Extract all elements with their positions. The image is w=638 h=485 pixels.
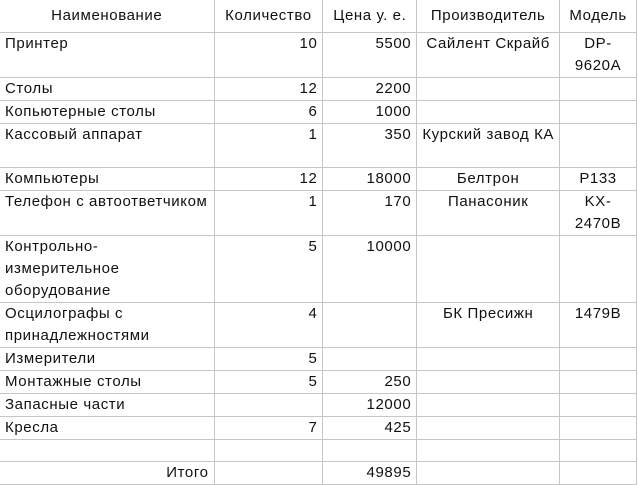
cell-name[interactable]: Измерители: [0, 347, 215, 371]
table-row: Запасные части 12000: [0, 393, 637, 417]
cell-model[interactable]: [559, 439, 637, 462]
cell-model[interactable]: [559, 77, 637, 101]
cell-model[interactable]: [559, 235, 637, 303]
cell-model[interactable]: [559, 123, 637, 168]
cell-manufacturer[interactable]: [416, 461, 561, 485]
cell-manufacturer[interactable]: [416, 439, 561, 462]
cell-price[interactable]: 2200: [322, 77, 418, 101]
cell-quantity[interactable]: 1: [213, 123, 324, 168]
table-row: Копьютерные столы 6 1000: [0, 100, 637, 124]
cell-manufacturer[interactable]: [416, 393, 561, 417]
cell-manufacturer[interactable]: Белтрон: [416, 167, 561, 191]
cell-manufacturer[interactable]: Панасоник: [416, 190, 561, 236]
cell-price[interactable]: 10000: [322, 235, 418, 303]
header-quantity[interactable]: Количество: [213, 0, 324, 33]
cell-price[interactable]: 170: [322, 190, 418, 236]
cell-manufacturer[interactable]: [416, 347, 561, 371]
cell-name[interactable]: Монтажные столы: [0, 370, 215, 394]
cell-quantity[interactable]: 5: [213, 370, 324, 394]
cell-name[interactable]: Кресла: [0, 416, 215, 440]
table-row: Кресла 7 425: [0, 416, 637, 440]
table-row: Монтажные столы 5 250: [0, 370, 637, 394]
cell-model[interactable]: [559, 370, 637, 394]
cell-name[interactable]: Столы: [0, 77, 215, 101]
cell-price[interactable]: [322, 347, 418, 371]
cell-quantity[interactable]: 7: [213, 416, 324, 440]
cell-name[interactable]: Кассовый аппарат: [0, 123, 215, 168]
cell-model[interactable]: [559, 416, 637, 440]
cell-name[interactable]: Копьютерные столы: [0, 100, 215, 124]
cell-quantity[interactable]: [213, 461, 324, 485]
cell-quantity[interactable]: 5: [213, 235, 324, 303]
cell-name[interactable]: Контрольно-измерительное оборудование: [0, 235, 215, 303]
cell-model[interactable]: [559, 347, 637, 371]
header-price[interactable]: Цена у. е.: [322, 0, 418, 33]
cell-quantity[interactable]: 12: [213, 167, 324, 191]
cell-price[interactable]: 1000: [322, 100, 418, 124]
cell-quantity[interactable]: [213, 439, 324, 462]
total-row: Итого 49895: [0, 461, 637, 485]
header-row: Наименование Количество Цена у. е. Произ…: [0, 0, 637, 33]
cell-model[interactable]: KX-2470B: [559, 190, 637, 236]
header-manufacturer[interactable]: Производитель: [416, 0, 561, 33]
cell-quantity[interactable]: 1: [213, 190, 324, 236]
table-row: Контрольно-измерительное оборудование 5 10…: [0, 235, 637, 303]
cell-model[interactable]: DP-9620A: [559, 32, 637, 78]
table-row: Столы 12 2200: [0, 77, 637, 101]
table-row: Телефон с автоответчиком 1 170 Панасоник KX-…: [0, 190, 637, 236]
cell-name[interactable]: Осцилографы с принадлежностями: [0, 302, 215, 348]
cell-quantity[interactable]: 6: [213, 100, 324, 124]
cell-quantity[interactable]: 4: [213, 302, 324, 348]
total-price[interactable]: 49895: [322, 461, 418, 485]
cell-price[interactable]: 250: [322, 370, 418, 394]
cell-price[interactable]: 5500: [322, 32, 418, 78]
cell-price[interactable]: 425: [322, 416, 418, 440]
cell-name[interactable]: Принтер: [0, 32, 215, 78]
cell-name[interactable]: Телефон с автоответчиком: [0, 190, 215, 236]
cell-price[interactable]: 12000: [322, 393, 418, 417]
cell-manufacturer[interactable]: [416, 370, 561, 394]
cell-manufacturer[interactable]: Курский завод КА: [416, 123, 561, 168]
cell-manufacturer[interactable]: [416, 416, 561, 440]
cell-manufacturer[interactable]: [416, 100, 561, 124]
cell-manufacturer[interactable]: [416, 235, 561, 303]
total-label[interactable]: Итого: [0, 461, 215, 485]
cell-name[interactable]: Запасные части: [0, 393, 215, 417]
table-row: Компьютеры 12 18000 Белтрон P133: [0, 167, 637, 191]
cell-price[interactable]: [322, 439, 418, 462]
table-row: [0, 439, 637, 462]
cell-quantity[interactable]: 10: [213, 32, 324, 78]
cell-model[interactable]: [559, 393, 637, 417]
header-name[interactable]: Наименование: [0, 0, 215, 33]
cell-manufacturer[interactable]: [416, 77, 561, 101]
cell-price[interactable]: 18000: [322, 167, 418, 191]
cell-quantity[interactable]: 5: [213, 347, 324, 371]
cell-model[interactable]: [559, 461, 637, 485]
header-model[interactable]: Модель: [559, 0, 637, 33]
table-row: Осцилографы с принадлежностями 4 БК Пресиж…: [0, 302, 637, 348]
cell-name[interactable]: Компьютеры: [0, 167, 215, 191]
table-row: Кассовый аппарат 1 350 Курский завод КА: [0, 123, 637, 168]
cell-price[interactable]: 350: [322, 123, 418, 168]
table-row: Принтер 10 5500 Сайлент Скрайб DP-9620A: [0, 32, 637, 78]
cell-manufacturer[interactable]: БК Пресижн: [416, 302, 561, 348]
cell-name[interactable]: [0, 439, 215, 462]
cell-price[interactable]: [322, 302, 418, 348]
table-row: Измерители 5: [0, 347, 637, 371]
cell-model[interactable]: P133: [559, 167, 637, 191]
cell-model[interactable]: 1479B: [559, 302, 637, 348]
cell-model[interactable]: [559, 100, 637, 124]
cell-quantity[interactable]: 12: [213, 77, 324, 101]
cell-manufacturer[interactable]: Сайлент Скрайб: [416, 32, 561, 78]
cell-quantity[interactable]: [213, 393, 324, 417]
